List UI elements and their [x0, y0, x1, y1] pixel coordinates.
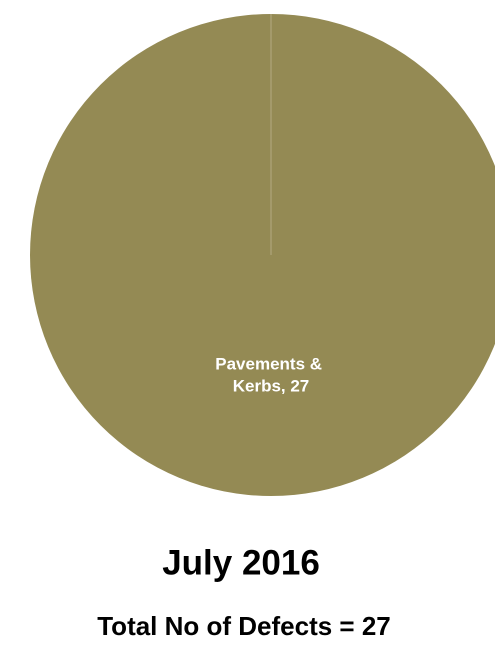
data-label: Pavements & Kerbs, 27 [215, 355, 327, 396]
chart-title: July 2016 [162, 543, 320, 582]
pie-slice [30, 14, 495, 496]
pie [30, 14, 495, 496]
chart-subtitle: Total No of Defects = 27 [97, 611, 391, 641]
